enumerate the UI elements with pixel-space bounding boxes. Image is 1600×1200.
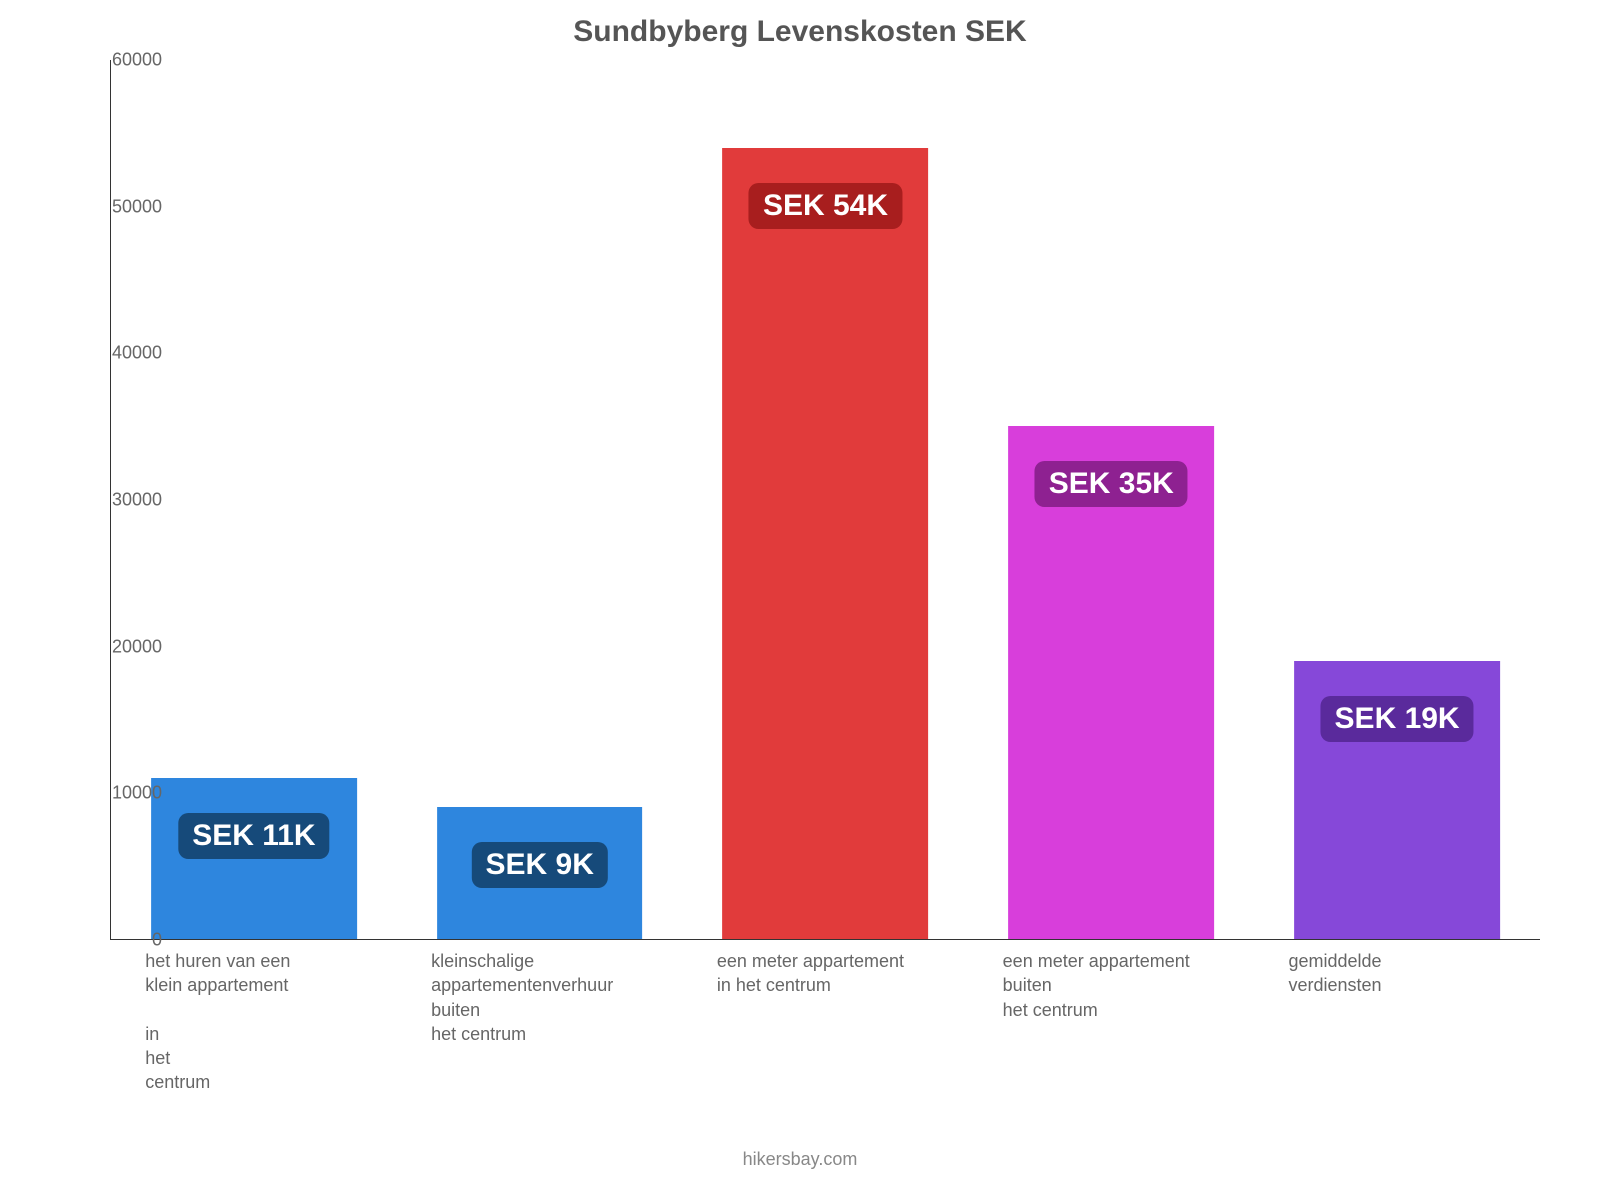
chart-title: Sundbyberg Levenskosten SEK <box>0 15 1600 49</box>
plot-area: SEK 11Khet huren van eenklein appartemen… <box>110 60 1540 940</box>
bar-slot: SEK 35Keen meter appartementbuitenhet ce… <box>968 60 1254 939</box>
chart-container: Sundbyberg Levenskosten SEK SEK 11Khet h… <box>0 0 1600 1200</box>
bar-value-badge: SEK 54K <box>749 183 902 229</box>
bar-slot: SEK 19Kgemiddeldeverdiensten <box>1254 60 1540 939</box>
bar-slot: SEK 9Kkleinschaligeappartementenverhuurb… <box>397 60 683 939</box>
y-axis-tick-label: 0 <box>102 930 162 951</box>
y-axis-tick-label: 60000 <box>102 50 162 71</box>
bar-value-badge: SEK 19K <box>1321 696 1474 742</box>
x-axis-category-label: het huren van eenklein appartement inhet… <box>145 939 388 1095</box>
footer-attribution: hikersbay.com <box>0 1149 1600 1170</box>
bar-value-badge: SEK 35K <box>1035 461 1188 507</box>
x-axis-category-label: kleinschaligeappartementenverhuurbuitenh… <box>431 939 674 1046</box>
y-axis-tick-label: 20000 <box>102 636 162 657</box>
y-axis-tick-label: 40000 <box>102 343 162 364</box>
bar <box>723 148 929 939</box>
y-axis-tick-label: 10000 <box>102 783 162 804</box>
bar-value-badge: SEK 11K <box>178 813 329 859</box>
y-axis-tick-label: 50000 <box>102 196 162 217</box>
bar-value-badge: SEK 9K <box>472 842 608 888</box>
x-axis-category-label: een meter appartementin het centrum <box>717 939 960 998</box>
x-axis-category-label: gemiddeldeverdiensten <box>1288 939 1531 998</box>
bars-row: SEK 11Khet huren van eenklein appartemen… <box>111 60 1540 939</box>
bar-slot: SEK 54Keen meter appartementin het centr… <box>683 60 969 939</box>
y-axis-tick-label: 30000 <box>102 490 162 511</box>
x-axis-category-label: een meter appartementbuitenhet centrum <box>1003 939 1246 1022</box>
